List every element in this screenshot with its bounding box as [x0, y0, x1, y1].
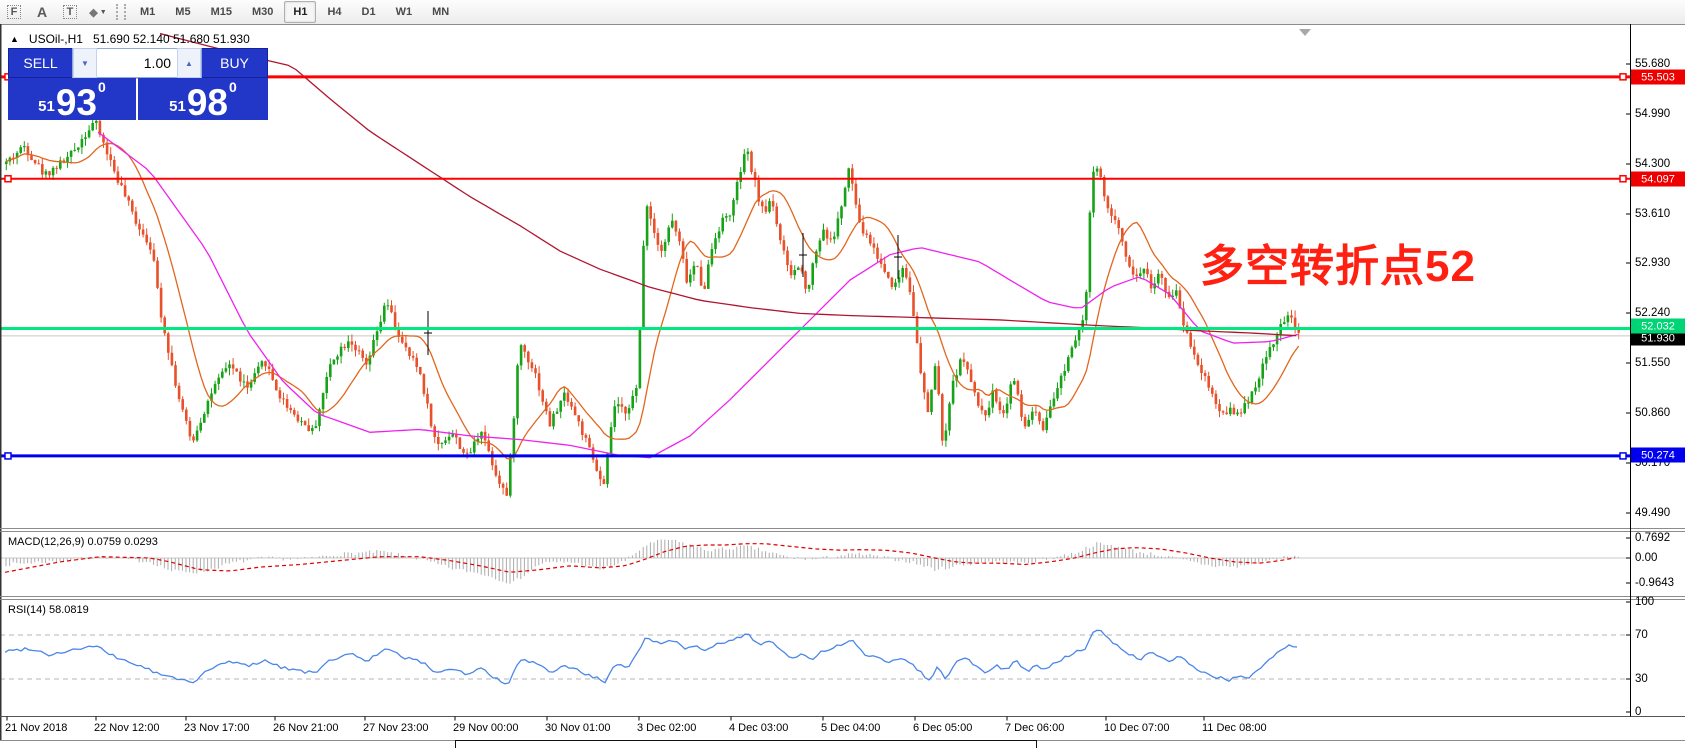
symbol-header: ▲ USOil-,H1 51.690 52.140 51.680 51.930 [10, 32, 250, 46]
text-label-tool-button[interactable]: A [29, 1, 55, 23]
rsi-tick-label: 0 [1635, 706, 1642, 718]
rsi-label: RSI(14) 58.0819 [8, 604, 89, 616]
price-tick-label: 54.300 [1635, 158, 1671, 170]
timeframe-button-m30[interactable]: M30 [251, 6, 274, 18]
price-tick-label: 55.680 [1635, 58, 1671, 70]
price-tick-label: 52.930 [1635, 257, 1671, 269]
price-tick-label: 52.240 [1635, 307, 1671, 319]
rsi-line [4, 629, 1298, 685]
toolbar-separator [116, 4, 126, 20]
timeframe-button-h4[interactable]: H4 [327, 6, 342, 18]
sell-price[interactable]: 51 93 0 [8, 78, 136, 123]
text-tool-icon: T [62, 5, 78, 19]
ma-medium-line [97, 131, 1299, 459]
date-axis-label: 29 Nov 00:00 [453, 722, 519, 734]
volume-value[interactable]: 1.00 [143, 55, 172, 71]
timeframe-buttons: M1 M5 M15 M30 H1 H4 D1 W1 MN [130, 1, 459, 23]
shapes-tool-button[interactable]: ◆ ▼ [85, 1, 111, 23]
macd-pane [0, 539, 1630, 584]
timeframe-button-m1[interactable]: M1 [140, 6, 156, 18]
buy-price-fraction: 0 [229, 79, 237, 95]
macd-tick-label: 0.00 [1635, 552, 1658, 564]
timeframe-button-d1[interactable]: D1 [361, 6, 376, 18]
buy-price-pips: 98 [186, 81, 229, 123]
ma-slow-line [159, 32, 1297, 337]
sell-price-whole: 51 [38, 98, 55, 115]
timeframe-button-mn[interactable]: MN [432, 6, 450, 18]
chevron-down-icon: ▼ [99, 8, 107, 16]
price-badge: 55.503 [1631, 69, 1685, 85]
ohlc-values: 51.690 52.140 51.680 51.930 [92, 32, 250, 46]
price-tick-label: 49.490 [1635, 507, 1671, 519]
date-axis-label: 26 Nov 21:00 [273, 722, 339, 734]
buy-price-whole: 51 [169, 98, 186, 115]
sell-button[interactable]: SELL [8, 48, 73, 78]
shapes-icon: ◆ [89, 6, 98, 19]
price-badge: 51.930 [1631, 330, 1685, 346]
freehand-tool-button[interactable]: F [1, 1, 27, 23]
main-price-pane [0, 32, 1630, 498]
sell-price-fraction: 0 [98, 79, 106, 95]
date-axis-label: 6 Dec 05:00 [913, 722, 973, 734]
macd-tick-label: -0.9643 [1635, 577, 1675, 589]
price-badge: 54.097 [1631, 171, 1685, 187]
date-axis-label: 5 Dec 04:00 [821, 722, 881, 734]
rsi-tick-label: 70 [1635, 629, 1648, 641]
timeframe-button-m5[interactable]: M5 [175, 6, 191, 18]
rsi-pane [0, 629, 1630, 685]
chart-surface[interactable] [0, 24, 1685, 741]
timeframe-button-h1[interactable]: H1 [284, 1, 317, 23]
rsi-tick-label: 100 [1635, 596, 1655, 608]
date-axis-label: 11 Dec 08:00 [1202, 722, 1267, 734]
date-axis-label: 21 Nov 2018 [5, 722, 68, 734]
price-tick-label: 50.860 [1635, 407, 1671, 419]
volume-increase-button[interactable]: ▲ [177, 48, 202, 78]
text-tool-button[interactable]: T [57, 1, 83, 23]
toolbar: F A T ◆ ▼ M1 M5 M15 M30 H1 H4 D1 W1 MN [0, 0, 1685, 25]
timeframe-button-m15[interactable]: M15 [210, 6, 232, 18]
buy-price[interactable]: 51 98 0 [138, 78, 268, 123]
scroll-end-marker-icon[interactable] [1299, 29, 1311, 36]
text-label-icon: A [36, 4, 48, 20]
price-tick-label: 53.610 [1635, 208, 1671, 220]
price-tick-label: 54.990 [1635, 108, 1671, 120]
date-axis-label: 7 Dec 06:00 [1005, 722, 1065, 734]
macd-label: MACD(12,26,9) 0.0759 0.0293 [8, 536, 158, 548]
volume-stepper[interactable]: ▼ 1.00 ▲ [72, 48, 203, 78]
date-axis-label: 22 Nov 12:00 [94, 722, 160, 734]
date-axis-label: 27 Nov 23:00 [363, 722, 429, 734]
volume-decrease-button[interactable]: ▼ [73, 48, 98, 78]
background-window-edge [455, 740, 1037, 748]
price-badge: 52.032 [1631, 318, 1685, 334]
symbol-name: USOil-,H1 [28, 32, 83, 46]
macd-tick-label: 0.7692 [1635, 532, 1671, 544]
date-axis-label: 23 Nov 17:00 [184, 722, 250, 734]
freehand-icon: F [6, 5, 22, 19]
date-axis-label: 3 Dec 02:00 [637, 722, 697, 734]
one-click-trading-panel: SELL ▼ 1.00 ▲ BUY 51 93 0 51 98 0 [8, 48, 268, 123]
chart-text-annotation[interactable]: 多空转折点52 [1200, 242, 1476, 291]
date-axis-label: 10 Dec 07:00 [1104, 722, 1170, 734]
date-axis-label: 4 Dec 03:00 [729, 722, 789, 734]
price-tick-label: 51.550 [1635, 357, 1671, 369]
ma-fast-line [5, 142, 1300, 460]
macd-signal-line [4, 543, 1296, 573]
buy-button[interactable]: BUY [202, 48, 268, 78]
price-badge: 50.274 [1631, 447, 1685, 463]
rsi-tick-label: 30 [1635, 673, 1648, 685]
date-axis-label: 30 Nov 01:00 [545, 722, 611, 734]
sell-price-pips: 93 [55, 81, 98, 123]
collapse-arrow-icon[interactable]: ▲ [10, 34, 19, 44]
timeframe-button-w1[interactable]: W1 [395, 6, 413, 18]
